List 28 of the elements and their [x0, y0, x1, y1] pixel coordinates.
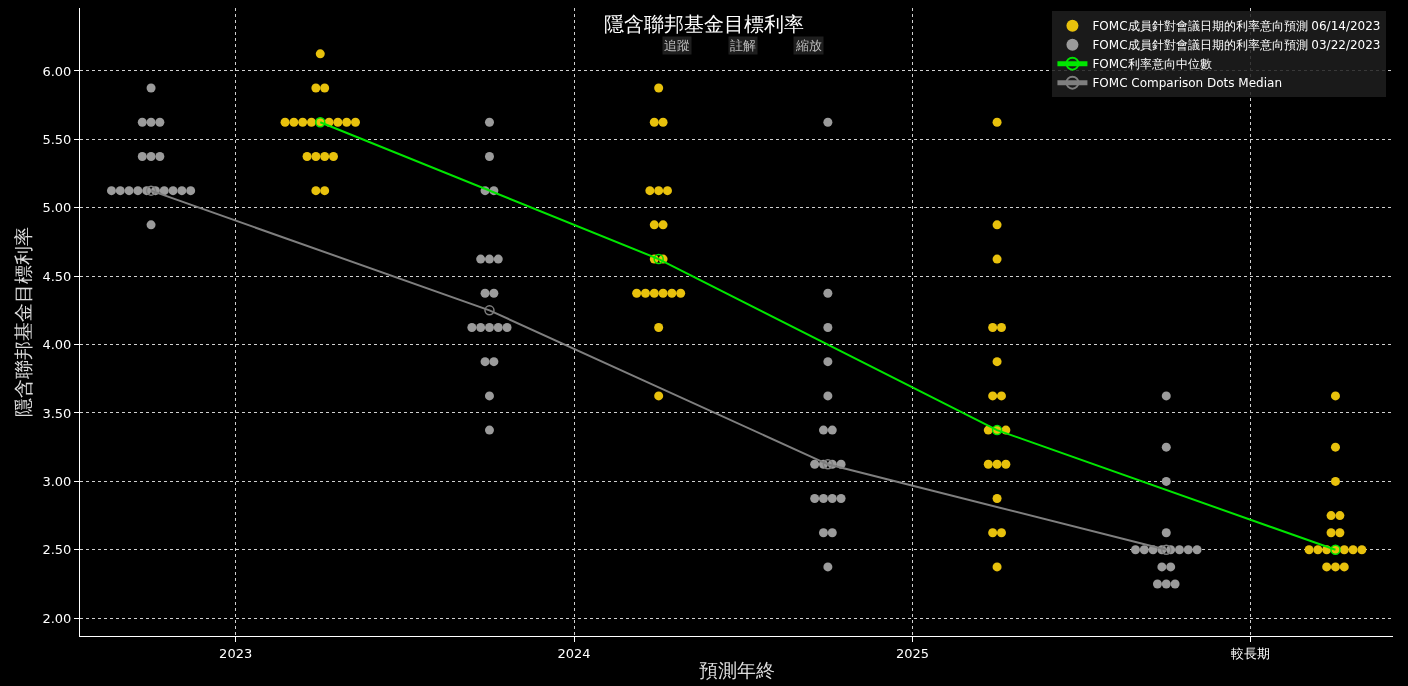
- y-tick-label: 5.50: [42, 131, 72, 147]
- x-tick-label: 2024: [557, 645, 591, 661]
- point: [145, 185, 157, 196]
- y-tick-label: 6.00: [42, 63, 72, 79]
- y-tick-label: 3.50: [42, 405, 72, 421]
- legend-label: FOMC利率意向中位數: [1092, 57, 1212, 72]
- chart-title: 隱含聯邦基金目標利率: [604, 12, 804, 37]
- annotation: 縮放: [795, 38, 822, 53]
- y-tick-label: 4.00: [42, 337, 72, 353]
- x-axis-title: 預測年終: [698, 659, 775, 682]
- point: [822, 459, 834, 470]
- annotation: 追蹤: [664, 38, 690, 53]
- y-tick-label: 2.50: [42, 542, 72, 558]
- point: [1161, 544, 1172, 556]
- y-tick-label: 2.00: [42, 610, 72, 626]
- y-tick-label: 3.00: [42, 473, 72, 489]
- x-tick-label: 2023: [219, 645, 253, 661]
- point: [653, 253, 664, 265]
- y-tick-label: 4.50: [42, 268, 72, 284]
- annotation: 註解: [730, 38, 756, 53]
- y-axis-title: 隱含聯邦基金目標利率: [12, 227, 35, 417]
- legend-label: FOMC成員針對會議日期的利率意向預測 06/14/2023: [1092, 19, 1381, 34]
- legend-label: FOMC Comparison Dots Median: [1092, 76, 1282, 91]
- x-tick-label: 較長期: [1231, 645, 1271, 661]
- point: [484, 305, 495, 316]
- y-tick-label: 5.00: [42, 200, 72, 216]
- x-tick-label: 2025: [895, 645, 930, 661]
- legend-label: FOMC成員針對會議日期的利率意向預測 03/22/2023: [1092, 38, 1381, 53]
